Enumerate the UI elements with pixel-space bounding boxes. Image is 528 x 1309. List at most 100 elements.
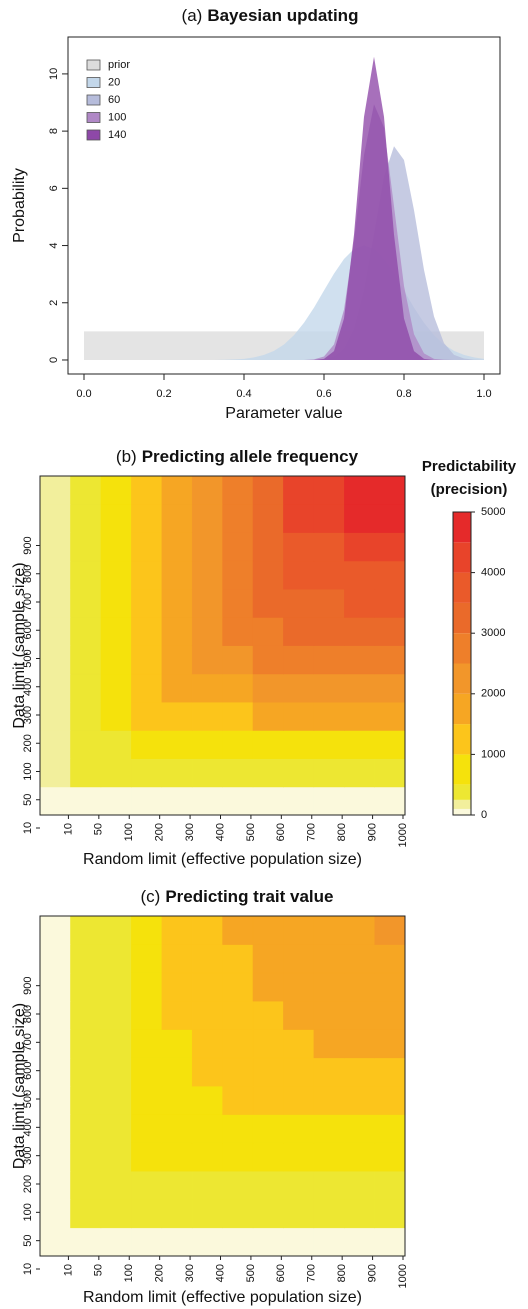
x-tick-label: 500 <box>245 823 257 841</box>
density-area <box>84 56 484 360</box>
x-tick-label: 1.0 <box>476 388 491 400</box>
heat-cell <box>313 1000 345 1030</box>
legend-label: 100 <box>108 111 126 123</box>
heat-cell <box>283 701 315 731</box>
heat-cell <box>252 617 284 646</box>
x-tick-label: 200 <box>154 823 166 841</box>
heat-cell <box>344 915 376 945</box>
heat-cell <box>222 1085 254 1115</box>
x-tick-label: 400 <box>214 1264 226 1282</box>
heat-cell <box>191 1057 223 1087</box>
x-tick-label: 100 <box>123 823 135 841</box>
heat-cell <box>283 532 315 562</box>
heat-cell <box>70 758 102 788</box>
heat-cell <box>374 504 406 533</box>
heat-cell <box>283 944 315 974</box>
heat-cell <box>222 1000 254 1030</box>
heat-cell <box>252 915 284 945</box>
heat-cell <box>313 1029 345 1059</box>
heat-cell <box>39 1199 71 1229</box>
heat-cell <box>70 1114 102 1144</box>
x-tick-label: 700 <box>306 1264 318 1282</box>
heat-cell <box>131 1114 163 1144</box>
heat-cell <box>161 1142 193 1172</box>
heat-cell <box>222 972 254 1002</box>
y-tick-label: 50 <box>22 794 34 806</box>
heat-cell <box>252 1114 284 1144</box>
y-tick-label: 900 <box>22 976 34 994</box>
x-tick-label: 0.2 <box>156 388 171 400</box>
heat-cell <box>344 972 376 1002</box>
y-tick-label: 2 <box>48 300 60 306</box>
heat-cell <box>70 972 102 1002</box>
x-tick-label: 600 <box>275 1264 287 1282</box>
heat-cell <box>191 701 223 731</box>
plot-frame <box>39 475 406 816</box>
heat-cell <box>70 730 102 759</box>
heat-cell <box>252 972 284 1002</box>
x-tick-label: 300 <box>184 1264 196 1282</box>
heat-cell <box>374 915 406 945</box>
heat-cell <box>252 1170 284 1200</box>
heat-cell <box>39 617 71 646</box>
heat-cell <box>100 701 132 731</box>
x-tick-label: 100 <box>123 1264 135 1282</box>
chart-title: (b) Predicting allele frequency <box>116 447 359 466</box>
heat-cell <box>283 588 315 618</box>
y-tick-label: 400 <box>22 678 34 696</box>
y-tick-label: 200 <box>22 1175 34 1193</box>
title-text: Bayesian updating <box>207 6 358 25</box>
heat-cell <box>39 1029 71 1059</box>
heat-cell <box>39 758 71 788</box>
y-tick-label: 6 <box>48 185 60 191</box>
heat-cell <box>222 1227 254 1257</box>
heat-cell <box>100 475 132 505</box>
x-tick-label: 10 <box>62 823 74 835</box>
x-tick-label: 200 <box>154 1264 166 1282</box>
heat-cell <box>161 532 193 562</box>
x-tick-label: 10 <box>62 1264 74 1276</box>
heat-cell <box>131 786 163 816</box>
colorbar-bin <box>453 724 471 755</box>
heat-cell <box>100 1029 132 1059</box>
heat-cell <box>313 972 345 1002</box>
x-tick-label: 50 <box>93 823 105 835</box>
heat-cell <box>39 673 71 703</box>
colorbar-bin <box>453 602 471 634</box>
heat-cell <box>100 730 132 759</box>
heat-cell <box>252 786 284 816</box>
heat-cell <box>222 701 254 731</box>
colorbar-bin <box>453 784 471 800</box>
title-text: Predicting allele frequency <box>142 447 359 466</box>
x-tick-label: 0.0 <box>76 388 91 400</box>
heat-cell <box>222 617 254 646</box>
y-tick-label: 800 <box>22 565 34 583</box>
heat-cell <box>374 1199 406 1229</box>
y-tick-label: 900 <box>22 536 34 554</box>
x-tick-label: 1000 <box>397 1264 409 1288</box>
legend-swatch <box>86 129 101 141</box>
heat-cell <box>131 1057 163 1087</box>
heat-cell <box>252 560 284 590</box>
heat-cell <box>131 1029 163 1059</box>
colorbar-bin <box>453 808 471 815</box>
heat-cell <box>344 758 376 788</box>
heat-cell <box>222 673 254 703</box>
heat-cell <box>252 504 284 533</box>
heat-cell <box>252 1085 284 1115</box>
heat-cell <box>39 645 71 675</box>
heat-cell <box>344 1142 376 1172</box>
heat-cell <box>344 1114 376 1144</box>
heat-cell <box>191 617 223 646</box>
x-tick-label: 0.8 <box>396 388 411 400</box>
heat-cell <box>374 532 406 562</box>
legend-swatch <box>86 112 101 123</box>
y-tick-label: 100 <box>22 1203 34 1221</box>
heat-cell <box>70 1227 102 1257</box>
heat-cell <box>131 758 163 788</box>
heat-cell <box>252 1057 284 1087</box>
heat-cell <box>100 588 132 618</box>
heat-cell <box>374 944 406 974</box>
legend-swatch <box>86 77 101 88</box>
heat-cell <box>161 944 193 974</box>
